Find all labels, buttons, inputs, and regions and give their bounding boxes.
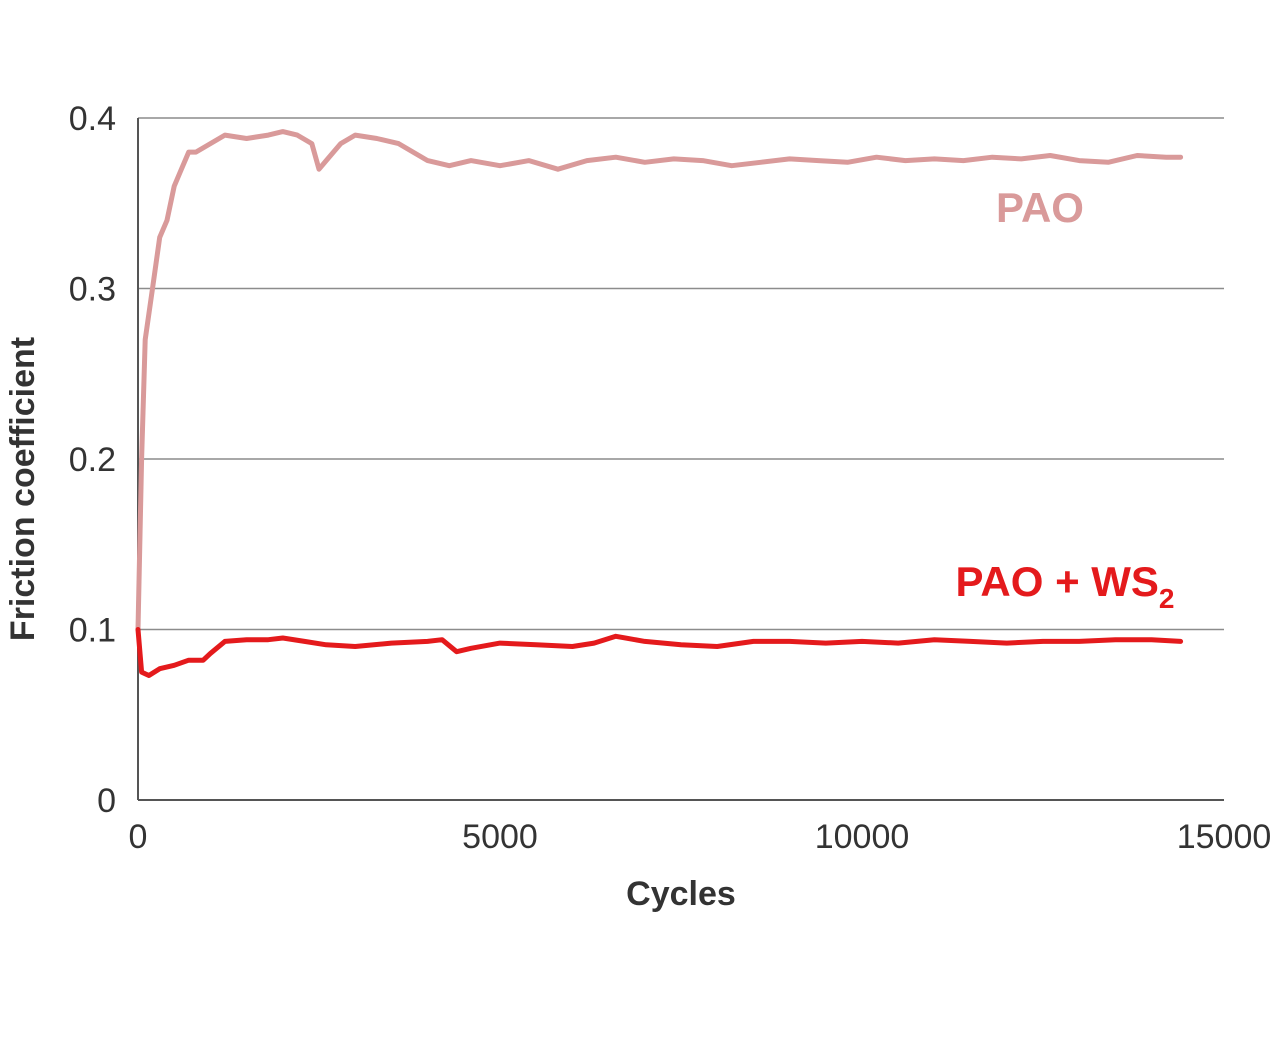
series-line-1 [135, 627, 1184, 678]
axes: 0 0.1 0.2 0.3 0.4 0 5000 10000 15000 Cycles Fricti… [4, 100, 1271, 913]
x-tick-label: 10000 [815, 818, 910, 856]
series-lines [135, 129, 1184, 678]
series-line-0 [135, 129, 1184, 632]
series-label-text: PAO + WS [956, 558, 1159, 605]
x-tick-label: 5000 [462, 818, 538, 856]
y-tick-label: 0 [97, 782, 116, 820]
series-label-subscript: 2 [1159, 583, 1175, 614]
x-tick-label: 0 [129, 818, 148, 856]
gridlines [138, 117, 1224, 631]
y-tick-label: 0.3 [69, 271, 116, 309]
labels: PAO PAO + WS2 [956, 184, 1175, 614]
series-label-1: PAO + WS2 [956, 558, 1175, 614]
x-tick-label: 15000 [1177, 818, 1272, 856]
x-axis-title: Cycles [626, 875, 736, 913]
series-label-0: PAO [996, 184, 1084, 231]
y-tick-label: 0.4 [69, 100, 116, 138]
y-tick-label: 0.1 [69, 612, 116, 650]
y-axis-title: Friction coefficient [4, 337, 42, 641]
y-tick-label: 0.2 [69, 441, 116, 479]
series-label-text: PAO [996, 184, 1084, 231]
